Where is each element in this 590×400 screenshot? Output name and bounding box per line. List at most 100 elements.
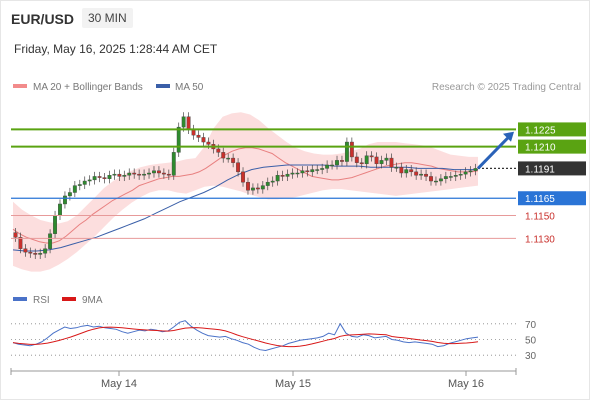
target-arrow-shaft xyxy=(476,134,512,170)
candle-body xyxy=(147,172,151,175)
candle-body xyxy=(325,164,330,169)
bollinger-band xyxy=(13,112,478,272)
candle-body xyxy=(171,152,176,176)
candle xyxy=(463,167,468,179)
candle xyxy=(77,179,82,191)
candle xyxy=(379,155,384,169)
candle-body xyxy=(315,169,320,171)
rsi-level-label: 30 xyxy=(525,351,537,362)
candle-body xyxy=(429,176,433,182)
candle-body xyxy=(186,116,191,130)
candle-body xyxy=(285,173,290,177)
candle-body xyxy=(117,173,122,177)
candle-body xyxy=(112,173,117,176)
candle xyxy=(117,169,122,182)
candle xyxy=(171,147,176,180)
candle xyxy=(290,168,295,179)
candle xyxy=(142,169,147,180)
candle xyxy=(58,199,62,221)
candle-body xyxy=(275,175,280,182)
candle-body xyxy=(290,172,295,175)
timeframe-badge[interactable]: 30 MIN xyxy=(82,8,133,28)
candle xyxy=(137,169,142,180)
candle-body xyxy=(166,173,171,176)
candle-body xyxy=(63,195,67,205)
candle-body xyxy=(250,187,255,191)
candle xyxy=(473,163,478,176)
candle-body xyxy=(23,248,28,253)
candle-body xyxy=(161,172,166,175)
time-axis: May 14 May 16 May 15 xyxy=(10,368,517,390)
x-tick-label: May 14 xyxy=(101,378,137,390)
candle-body xyxy=(132,172,137,175)
ma20-line xyxy=(12,147,479,244)
candle xyxy=(429,171,433,186)
candle xyxy=(236,158,241,177)
credit-text: Research © 2025 Trading Central xyxy=(432,82,581,93)
current-price-tag xyxy=(518,161,586,176)
candle xyxy=(404,164,409,178)
candle xyxy=(315,164,320,175)
candle xyxy=(468,166,473,177)
candle xyxy=(38,248,43,260)
candle xyxy=(231,153,236,168)
candle xyxy=(354,152,359,168)
candle xyxy=(147,168,151,179)
candle-body xyxy=(13,232,18,238)
pivot-tag xyxy=(518,191,586,206)
bb-legend-label: MA 20 + Bollinger Bands xyxy=(33,82,143,93)
candle-body xyxy=(463,171,468,175)
candle xyxy=(270,176,275,187)
candle xyxy=(122,170,127,182)
candle xyxy=(63,191,67,209)
candle-body xyxy=(354,156,359,163)
candle-body xyxy=(152,170,156,174)
candle xyxy=(191,124,196,140)
candle xyxy=(166,169,171,180)
candle-body xyxy=(280,175,285,177)
candle-body xyxy=(438,178,443,182)
target-label: 1.1130 xyxy=(525,234,555,245)
candle-body xyxy=(310,169,315,173)
candle xyxy=(275,170,280,186)
candle-body xyxy=(404,169,409,174)
candle xyxy=(335,155,339,170)
ma50-legend-label: MA 50 xyxy=(175,82,204,93)
candle-body xyxy=(265,181,270,186)
candle-body xyxy=(28,251,33,254)
candle-body xyxy=(201,137,206,143)
candle-body xyxy=(156,170,161,174)
candle xyxy=(250,183,255,195)
candle-body xyxy=(394,167,399,169)
candle-body xyxy=(53,215,57,234)
candle-body xyxy=(374,156,379,165)
rsi-legend-swatch xyxy=(13,297,27,301)
ma50-legend-swatch xyxy=(156,84,170,88)
candle xyxy=(280,170,285,182)
candle-body xyxy=(18,237,23,249)
candle xyxy=(33,248,38,260)
candle xyxy=(82,176,87,190)
candle-body xyxy=(468,170,473,173)
candle-body xyxy=(181,116,186,128)
candle xyxy=(389,153,394,172)
candle xyxy=(409,164,414,177)
candle xyxy=(18,232,23,254)
candle-body xyxy=(300,170,305,174)
candle-body xyxy=(260,185,265,190)
candle xyxy=(112,169,117,180)
resistance-label: 1.1210 xyxy=(525,143,556,154)
target-label: 1.1150 xyxy=(525,211,555,222)
pivot-label: 1.1165 xyxy=(525,194,555,205)
candle xyxy=(102,173,107,184)
candle xyxy=(152,166,156,178)
candle-body xyxy=(419,173,424,176)
candle-body xyxy=(137,173,142,176)
candle xyxy=(325,160,330,173)
candle-body xyxy=(206,141,211,145)
candle xyxy=(434,176,438,186)
candle-body xyxy=(384,157,389,161)
candle-body xyxy=(340,160,344,162)
candle-body xyxy=(226,157,231,160)
candle-body xyxy=(330,164,335,167)
